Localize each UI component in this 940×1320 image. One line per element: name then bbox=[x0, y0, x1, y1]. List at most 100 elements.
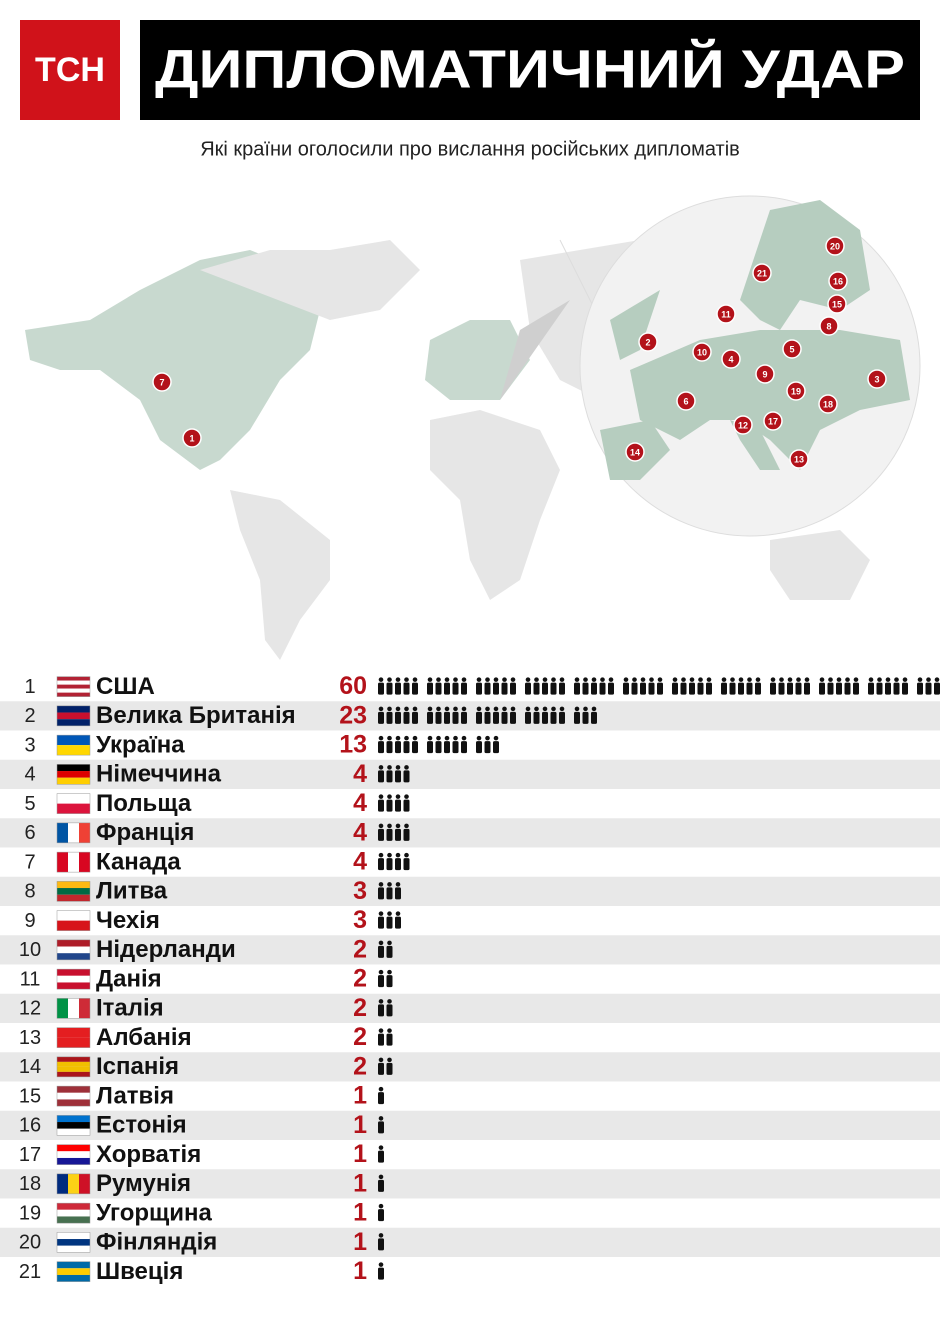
icon-head bbox=[721, 677, 727, 682]
map-marker bbox=[733, 415, 753, 435]
person-icon bbox=[550, 706, 557, 724]
icon-head bbox=[738, 677, 744, 682]
person-icon bbox=[386, 940, 393, 958]
flag bbox=[57, 1122, 90, 1129]
flag bbox=[79, 822, 90, 843]
count: 3 bbox=[353, 906, 367, 934]
icon-head bbox=[583, 677, 588, 682]
person-icon bbox=[493, 735, 499, 754]
country: Угорщина bbox=[96, 1199, 213, 1226]
flag bbox=[57, 946, 90, 954]
person-icon bbox=[412, 706, 418, 724]
icon-body bbox=[386, 1033, 393, 1046]
person-icon bbox=[493, 706, 499, 724]
person-icon bbox=[427, 677, 433, 695]
icon-head bbox=[493, 735, 499, 741]
icon-body bbox=[461, 741, 467, 754]
person-icon bbox=[452, 677, 459, 695]
icon-head bbox=[461, 735, 467, 741]
icon-body bbox=[934, 682, 940, 695]
icon-head bbox=[574, 706, 580, 712]
map-marker bbox=[789, 449, 809, 469]
person-icon bbox=[427, 706, 433, 724]
count: 2 bbox=[353, 965, 367, 993]
icon-head bbox=[387, 1028, 392, 1033]
person-icon bbox=[386, 852, 393, 871]
icon-body bbox=[403, 828, 410, 841]
person-icon bbox=[395, 823, 401, 841]
person-icon bbox=[648, 677, 655, 695]
icon-head bbox=[378, 823, 384, 829]
flag bbox=[57, 803, 90, 814]
icon-body bbox=[386, 858, 393, 871]
icon-body bbox=[378, 887, 384, 900]
flag bbox=[57, 953, 90, 960]
person-icon bbox=[885, 677, 891, 695]
country: Литва bbox=[96, 878, 168, 905]
icon-body bbox=[378, 916, 384, 929]
flag bbox=[57, 1128, 90, 1136]
person-icon bbox=[378, 1116, 384, 1134]
icon-body bbox=[623, 682, 629, 695]
icon-head bbox=[395, 735, 401, 741]
person-icon bbox=[386, 999, 393, 1017]
icon-head bbox=[387, 765, 392, 770]
icon-head bbox=[387, 1057, 392, 1063]
icon-head bbox=[378, 1057, 384, 1063]
icon-body bbox=[868, 682, 874, 695]
flag bbox=[57, 705, 90, 713]
person-icon bbox=[386, 969, 393, 988]
logo-box bbox=[20, 20, 120, 120]
icon-head bbox=[476, 706, 482, 712]
flag bbox=[57, 719, 90, 726]
icon-head bbox=[404, 706, 409, 712]
icon-body bbox=[542, 711, 548, 724]
person-icon bbox=[386, 735, 393, 754]
map-marker bbox=[818, 394, 838, 414]
icon-head bbox=[885, 677, 891, 682]
person-icon bbox=[582, 706, 589, 724]
flag bbox=[68, 822, 79, 843]
map-marker bbox=[721, 349, 741, 369]
logo: ТСН bbox=[35, 51, 105, 89]
icon-head bbox=[378, 677, 384, 682]
person-icon bbox=[378, 1086, 384, 1105]
person-icon bbox=[836, 677, 842, 695]
icon-head bbox=[404, 852, 409, 858]
icon-head bbox=[493, 677, 499, 682]
person-icon bbox=[484, 677, 491, 695]
icon-head bbox=[395, 882, 401, 887]
flag bbox=[57, 745, 90, 756]
icon-head bbox=[868, 677, 874, 682]
flag bbox=[68, 1173, 79, 1194]
flag bbox=[57, 1086, 90, 1093]
icon-body bbox=[444, 741, 450, 754]
country: Естонія bbox=[96, 1112, 187, 1139]
row-bg bbox=[0, 1052, 940, 1082]
icon-head bbox=[640, 677, 646, 682]
icon-body bbox=[395, 887, 401, 900]
person-icon bbox=[876, 677, 883, 695]
icon-body bbox=[427, 682, 433, 695]
icon-body bbox=[501, 682, 508, 695]
flag bbox=[57, 1056, 90, 1062]
flag bbox=[57, 712, 90, 720]
map-marker bbox=[755, 364, 775, 384]
icon-head bbox=[444, 735, 450, 741]
person-icon bbox=[525, 677, 531, 695]
icon-body bbox=[386, 799, 393, 812]
person-icon bbox=[827, 677, 834, 695]
person-icon bbox=[925, 677, 932, 695]
person-icon bbox=[493, 677, 499, 695]
map-marker-label: 12 bbox=[738, 420, 748, 430]
map-marker bbox=[182, 428, 202, 448]
person-icon bbox=[755, 677, 761, 695]
flag bbox=[57, 1061, 90, 1067]
icon-head bbox=[779, 677, 784, 682]
icon-body bbox=[574, 682, 580, 695]
icon-body bbox=[582, 682, 589, 695]
person-icon bbox=[386, 794, 393, 812]
person-icon bbox=[386, 677, 393, 695]
icon-body bbox=[493, 741, 499, 754]
count: 60 bbox=[339, 672, 367, 700]
